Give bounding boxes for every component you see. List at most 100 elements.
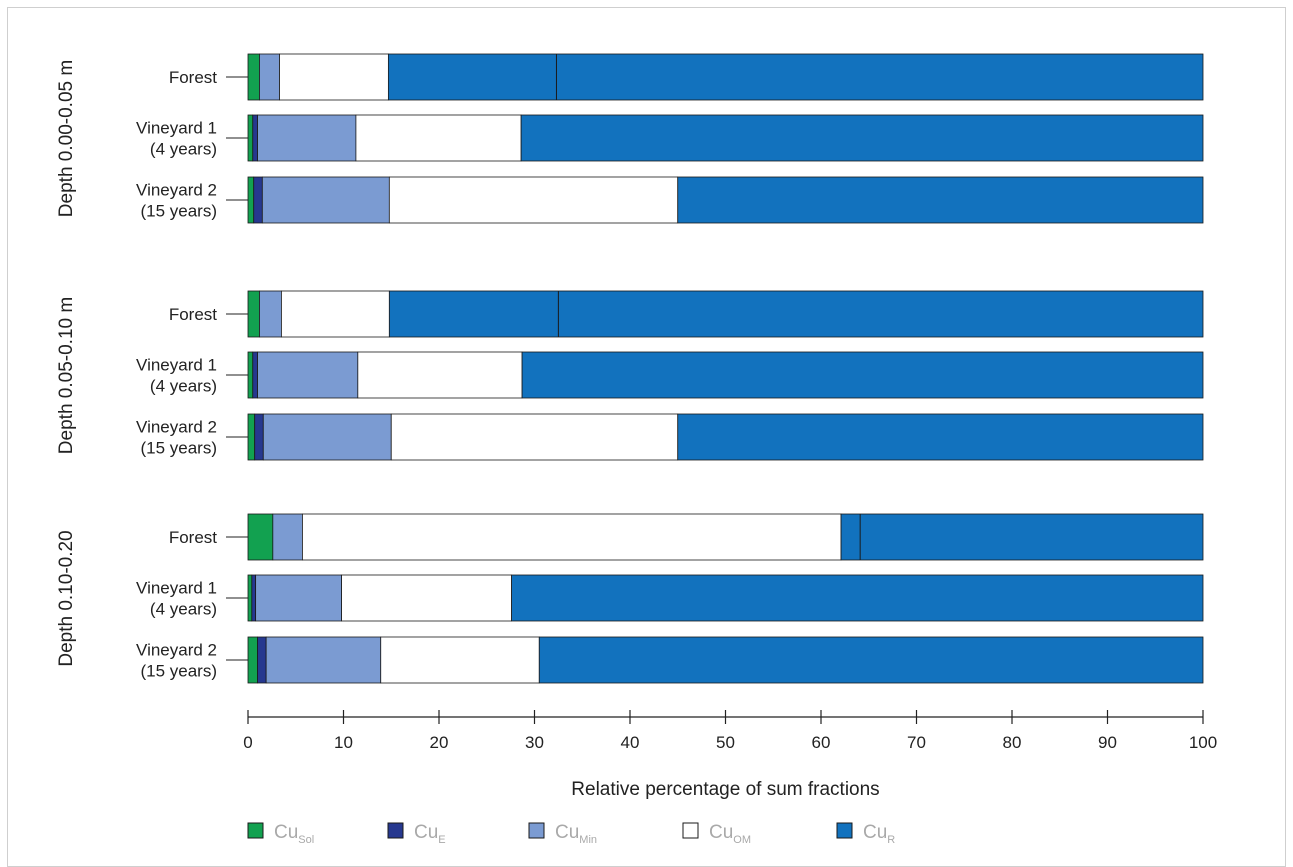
legend-label: CuE [414, 822, 446, 846]
category-label: Vineyard 2 [136, 181, 217, 200]
category-label: (15 years) [140, 662, 217, 681]
category-label: (4 years) [150, 140, 217, 159]
bar-segment-cu-r [388, 290, 1204, 338]
bar-segment-cu-e [253, 176, 263, 224]
legend-item: CuSol [247, 822, 314, 846]
category-label: (15 years) [140, 439, 217, 458]
stacked-bar: Vineyard 1 (4 years) [136, 574, 1204, 622]
stacked-bar: Vineyard 2 (15 years) [136, 176, 1204, 224]
bar-segment-cu-min [257, 114, 357, 162]
stacked-bar: Forest [169, 53, 1204, 101]
x-axis-title: Relative percentage of sum fractions [571, 779, 879, 800]
bar-group: Depth 0.05-0.10 m Forest Vineyard 1 (4 year… [56, 290, 1204, 461]
bar-segment-cu-r [840, 513, 1204, 561]
bar-segment-cu-om [281, 290, 390, 338]
bar-segment-cu-om [341, 574, 512, 622]
x-tick-label: 50 [716, 733, 735, 752]
bar-segment-cu-r [538, 636, 1204, 684]
bar-segment-cu-r [387, 53, 1204, 101]
bar-segment-cu-e [251, 574, 257, 622]
bar-segment-cu-om [355, 114, 522, 162]
legend: CuSol CuE CuMin CuOM CuR [247, 822, 895, 846]
legend-label: CuOM [709, 822, 751, 846]
bar-segment-cu-sol [247, 351, 254, 399]
x-tick-label: 20 [430, 733, 449, 752]
x-tick-label: 10 [334, 733, 353, 752]
bar-segment-cu-min [259, 290, 282, 338]
bar-segment-cu-om [302, 513, 842, 561]
x-tick-label: 60 [812, 733, 831, 752]
bar-segment-cu-om [388, 176, 679, 224]
category-label: Vineyard 1 [136, 579, 217, 598]
bar-group: Depth 0.00-0.05 m Forest Vineyard 1 (4 year… [56, 53, 1204, 224]
legend-label: CuMin [555, 822, 597, 846]
category-label: Vineyard 1 [136, 356, 217, 375]
bar-group: Depth 0.10-0.20 Forest Vineyard 1 (4 years)… [56, 513, 1204, 684]
bar-segment-cu-om [390, 413, 679, 461]
category-label: Vineyard 1 [136, 119, 217, 138]
stacked-bar: Forest [169, 513, 1204, 561]
bar-segment-cu-sol [247, 413, 256, 461]
x-tick-label: 100 [1189, 733, 1217, 752]
bar-segment-cu-r [511, 574, 1204, 622]
x-axis: 0 10 20 30 40 50 60 70 80 90 100 [243, 710, 1217, 752]
category-label: Forest [169, 305, 217, 324]
bar-segment-cu-sol [247, 513, 274, 561]
stacked-bar: Vineyard 1 (4 years) [136, 351, 1204, 399]
bar-segment-cu-r [520, 114, 1204, 162]
bar-segment-cu-sol [247, 176, 255, 224]
category-label: (4 years) [150, 600, 217, 619]
bar-segment-cu-sol [247, 53, 260, 101]
group-label: Depth 0.10-0.20 [56, 530, 77, 666]
x-tick-label: 30 [525, 733, 544, 752]
legend-item: CuMin [528, 822, 597, 846]
bar-segment-cu-sol [247, 574, 253, 622]
bar-segment-cu-r [521, 351, 1204, 399]
x-tick-label: 0 [243, 733, 252, 752]
stacked-bar: Vineyard 2 (15 years) [136, 413, 1204, 461]
legend-swatch [682, 822, 699, 839]
category-label: Vineyard 2 [136, 418, 217, 437]
group-label: Depth 0.05-0.10 m [56, 297, 77, 454]
bar-segment-cu-e [257, 636, 267, 684]
bar-segment-cu-sol [247, 290, 260, 338]
bar-segment-cu-min [265, 636, 382, 684]
bar-segment-cu-min [257, 351, 359, 399]
legend-item: CuE [387, 822, 446, 846]
category-label: Vineyard 2 [136, 641, 217, 660]
x-tick-label: 70 [907, 733, 926, 752]
bar-segment-cu-min [261, 176, 390, 224]
category-label: Forest [169, 528, 217, 547]
bar-segment-cu-e [252, 114, 258, 162]
bar-segment-cu-min [255, 574, 342, 622]
bar-segment-cu-sol [247, 636, 258, 684]
legend-swatch [836, 822, 853, 839]
stacked-bar: Forest [169, 290, 1204, 338]
group-label: Depth 0.00-0.05 m [56, 60, 77, 217]
bar-segment-cu-om [380, 636, 540, 684]
legend-item: CuOM [682, 822, 751, 846]
bar-segment-cu-min [259, 53, 280, 101]
legend-label: CuR [863, 822, 895, 846]
legend-swatch [247, 822, 264, 839]
bar-segment-cu-min [272, 513, 303, 561]
stacked-bar: Vineyard 1 (4 years) [136, 114, 1204, 162]
bar-segment-cu-e [252, 351, 258, 399]
x-tick-label: 90 [1098, 733, 1117, 752]
stacked-bar: Vineyard 2 (15 years) [136, 636, 1204, 684]
legend-item: CuR [836, 822, 895, 846]
legend-label: CuSol [274, 822, 314, 846]
category-label: (15 years) [140, 202, 217, 221]
bar-segment-cu-sol [247, 114, 254, 162]
x-tick-label: 40 [621, 733, 640, 752]
legend-swatch [387, 822, 404, 839]
x-tick-label: 80 [1003, 733, 1022, 752]
bar-segment-cu-om [357, 351, 523, 399]
category-label: Forest [169, 68, 217, 87]
bar-segment-cu-min [262, 413, 392, 461]
category-label: (4 years) [150, 377, 217, 396]
bar-segment-cu-r [677, 176, 1204, 224]
legend-swatch [528, 822, 545, 839]
bar-segment-cu-om [279, 53, 389, 101]
